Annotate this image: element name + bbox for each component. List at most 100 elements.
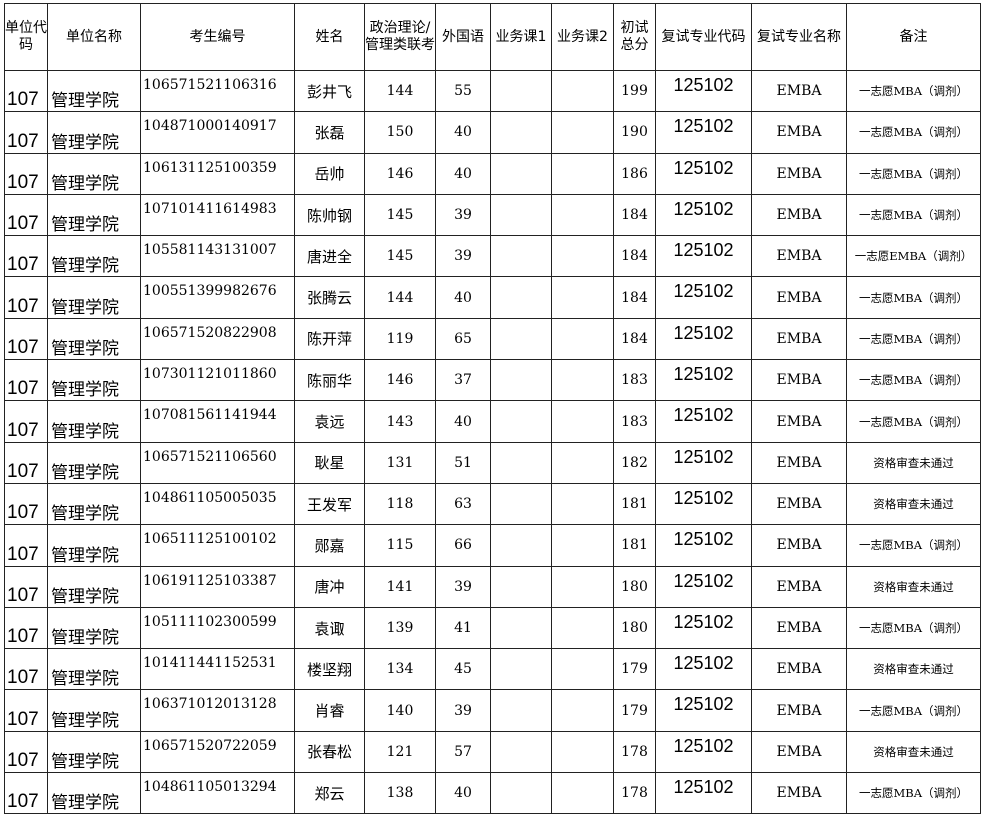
foreign-language-score-cell: 65 — [435, 317, 491, 361]
course1-score-cell — [490, 772, 552, 814]
retest-major-code-cell: 125102 — [655, 69, 752, 113]
remark-cell: 资格审查未通过 — [846, 441, 981, 484]
course2-score-cell — [551, 441, 614, 484]
unit-code-cell: 107 — [4, 606, 48, 650]
unit-name-cell: 管理学院 — [47, 606, 141, 650]
retest-major-name-cell: EMBA — [751, 69, 847, 113]
retest-major-name-cell: EMBA — [751, 400, 847, 443]
foreign-language-score-cell: 37 — [435, 359, 491, 402]
politics-score-cell: 150 — [364, 111, 436, 154]
unit-code-cell: 107 — [4, 772, 48, 814]
foreign-language-score-cell: 57 — [435, 730, 491, 774]
candidate-id-cell: 107101411614983 — [140, 193, 295, 237]
remark-cell: 一志愿MBA（调剂） — [846, 276, 981, 319]
table-row: 107 管理学院 107081561141944 袁远 143 40 183 125102 EM… — [4, 400, 981, 443]
remark-cell: 一志愿MBA（调剂） — [846, 193, 981, 237]
unit-name-cell: 管理学院 — [47, 235, 141, 278]
retest-major-name-cell: EMBA — [751, 606, 847, 650]
total-score-cell: 182 — [613, 441, 656, 484]
unit-name-cell: 管理学院 — [47, 772, 141, 814]
remark-cell: 一志愿MBA（调剂） — [846, 606, 981, 650]
course1-score-cell — [490, 111, 552, 154]
candidate-id-cell: 104861105013294 — [140, 772, 295, 814]
total-score-cell: 181 — [613, 524, 656, 567]
politics-score-cell: 146 — [364, 359, 436, 402]
retest-major-code-cell: 125102 — [655, 648, 752, 691]
total-score-cell: 199 — [613, 69, 656, 113]
course1-score-cell — [490, 441, 552, 484]
table-row: 107 管理学院 106191125103387 唐冲 141 39 180 125102 EM… — [4, 565, 981, 608]
unit-code-cell: 107 — [4, 69, 48, 113]
course1-score-cell — [490, 317, 552, 361]
total-score-cell: 184 — [613, 317, 656, 361]
retest-major-code-cell: 125102 — [655, 317, 752, 361]
retest-major-name-cell: EMBA — [751, 359, 847, 402]
table-row: 107 管理学院 106571520722059 张春松 121 57 178 125102 E… — [4, 730, 981, 774]
course1-score-cell — [490, 482, 552, 526]
politics-score-cell: 144 — [364, 276, 436, 319]
candidate-id-cell: 107081561141944 — [140, 400, 295, 443]
retest-major-code-cell: 125102 — [655, 193, 752, 237]
admission-table: 单位代码 单位名称 考生编号 姓名 政治理论/管理类联考 外国语 业务课1 业务课2 初试总分复… — [4, 3, 981, 814]
politics-score-cell: 146 — [364, 152, 436, 195]
retest-major-name-cell: EMBA — [751, 689, 847, 732]
retest-major-name-cell: EMBA — [751, 111, 847, 154]
remark-cell: 资格审查未通过 — [846, 730, 981, 774]
unit-code-cell: 107 — [4, 193, 48, 237]
course1-score-cell — [490, 606, 552, 650]
course1-score-cell — [490, 152, 552, 195]
candidate-id-cell: 106571520722059 — [140, 730, 295, 774]
retest-major-name-cell: EMBA — [751, 482, 847, 526]
candidate-name-cell: 袁远 — [294, 400, 365, 443]
retest-major-name-cell: EMBA — [751, 235, 847, 278]
table-row: 107 管理学院 105581143131007 唐进全 145 39 184 125102 E… — [4, 235, 981, 278]
unit-name-cell: 管理学院 — [47, 69, 141, 113]
candidate-id-cell: 100551399982676 — [140, 276, 295, 319]
table-row: 107 管理学院 106571521106560 耿星 131 51 182 125102 EM… — [4, 441, 981, 484]
candidate-id-cell: 105581143131007 — [140, 235, 295, 278]
course2-score-cell — [551, 359, 614, 402]
foreign-language-score-cell: 39 — [435, 235, 491, 278]
unit-code-cell: 107 — [4, 359, 48, 402]
course2-score-cell — [551, 111, 614, 154]
politics-score-cell: 119 — [364, 317, 436, 361]
candidate-name-cell: 唐冲 — [294, 565, 365, 608]
retest-major-name-cell: EMBA — [751, 152, 847, 195]
politics-score-cell: 121 — [364, 730, 436, 774]
unit-name-cell: 管理学院 — [47, 111, 141, 154]
total-score-cell: 180 — [613, 606, 656, 650]
politics-score-cell: 139 — [364, 606, 436, 650]
course2-score-cell — [551, 772, 614, 814]
retest-major-code-cell: 125102 — [655, 441, 752, 484]
unit-code-cell: 107 — [4, 235, 48, 278]
course2-score-cell — [551, 276, 614, 319]
unit-name-cell: 管理学院 — [47, 441, 141, 484]
candidate-name-cell: 张磊 — [294, 111, 365, 154]
course2-score-cell — [551, 193, 614, 237]
candidate-name-cell: 楼坚翔 — [294, 648, 365, 691]
table-row: 107 管理学院 101411441152531 楼坚翔 134 45 179 125102 E… — [4, 648, 981, 691]
unit-name-cell: 管理学院 — [47, 482, 141, 526]
course1-score-cell — [490, 69, 552, 113]
header-unit-name: 单位名称 — [47, 3, 141, 71]
unit-code-cell: 107 — [4, 648, 48, 691]
candidate-name-cell: 岳帅 — [294, 152, 365, 195]
foreign-language-score-cell: 41 — [435, 606, 491, 650]
retest-major-code-cell: 125102 — [655, 689, 752, 732]
total-score-cell: 183 — [613, 359, 656, 402]
course2-score-cell — [551, 152, 614, 195]
header-candidate-id: 考生编号 — [140, 3, 295, 71]
retest-major-name-cell: EMBA — [751, 276, 847, 319]
table-row: 107 管理学院 106511125100102 郧嘉 115 66 181 125102 EM… — [4, 524, 981, 567]
retest-major-name-cell: EMBA — [751, 772, 847, 814]
retest-major-code-cell: 125102 — [655, 730, 752, 774]
retest-major-name-cell: EMBA — [751, 193, 847, 237]
candidate-name-cell: 张春松 — [294, 730, 365, 774]
remark-cell: 资格审查未通过 — [846, 565, 981, 608]
retest-major-code-cell: 125102 — [655, 606, 752, 650]
remark-cell: 一志愿MBA（调剂） — [846, 400, 981, 443]
course2-score-cell — [551, 69, 614, 113]
retest-major-code-cell: 125102 — [655, 235, 752, 278]
candidate-id-cell: 104871000140917 — [140, 111, 295, 154]
retest-major-name-cell: EMBA — [751, 565, 847, 608]
